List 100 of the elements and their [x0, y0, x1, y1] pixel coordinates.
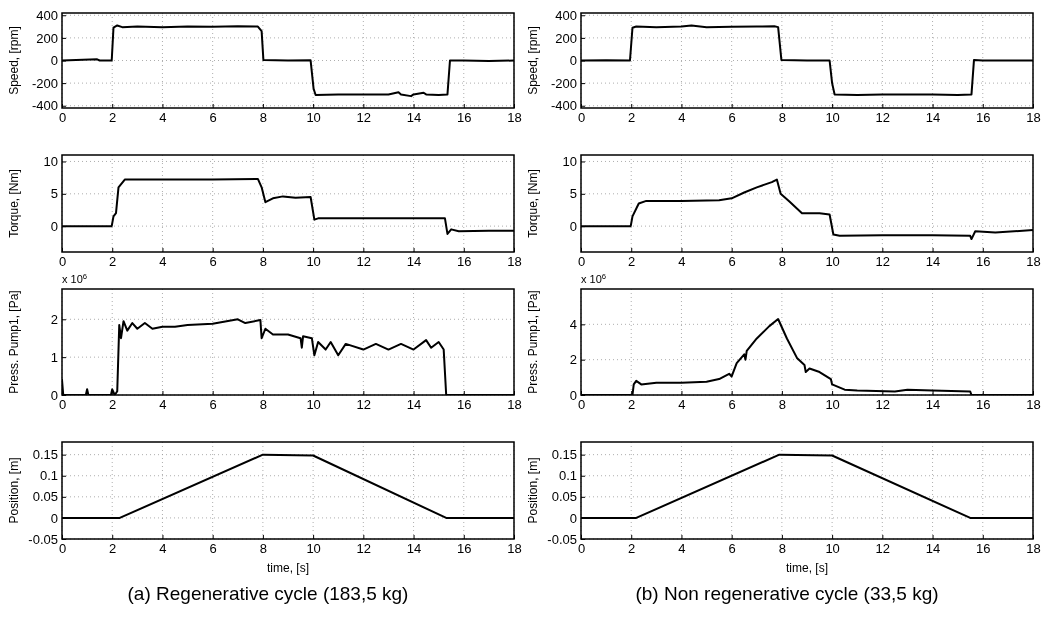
- x-tick-label: 6: [209, 397, 217, 413]
- x-tick-label: 14: [925, 541, 941, 557]
- x-tick-label: 4: [678, 254, 686, 270]
- x-tick-label: 18: [1026, 541, 1041, 557]
- x-tick-label: 4: [159, 254, 167, 270]
- y-axis-title: Press. Pump1, [Pa]: [526, 290, 540, 394]
- x-tick-label: 12: [356, 110, 372, 126]
- y-tick-label: -0.05: [28, 531, 58, 547]
- y-axis-title: Torque, [Nm]: [7, 169, 21, 238]
- x-tick-label: 2: [109, 397, 117, 413]
- x-tick-label: 2: [628, 110, 636, 126]
- y-tick-label: -200: [550, 75, 577, 91]
- y-axis-title: Position, [m]: [7, 457, 21, 524]
- y-axis-title: Torque, [Nm]: [526, 169, 540, 238]
- x-tick-label: 16: [457, 110, 472, 126]
- y-tick-label: 200: [36, 30, 58, 46]
- y-tick-label: 0.1: [558, 468, 577, 484]
- x-tick-label: 16: [457, 397, 472, 413]
- x-tick-label: 6: [209, 110, 217, 126]
- y-tick-label: 10: [562, 154, 577, 170]
- x-tick-label: 14: [406, 397, 422, 413]
- y-tick-label: 0.15: [32, 447, 58, 463]
- x-tick-label: 2: [109, 110, 117, 126]
- x-tick-label: 18: [1026, 254, 1041, 270]
- x-tick-label: 14: [406, 254, 422, 270]
- y-axis-title: Speed, [rpm]: [7, 26, 21, 95]
- x-tick-label: 12: [875, 110, 891, 126]
- text: x 10$^{6}$: [581, 271, 607, 285]
- x-tick-label: 8: [778, 397, 787, 413]
- x-tick-label: 18: [507, 541, 522, 557]
- x-tick-label: 16: [457, 541, 472, 557]
- y-tick-label: 1: [50, 349, 58, 365]
- y-tick-label: 10: [43, 154, 58, 170]
- y-tick-label: 0: [569, 387, 577, 403]
- y-tick-label: 0: [50, 53, 58, 69]
- y-tick-label: 200: [555, 30, 577, 46]
- y-tick-label: 0: [50, 218, 58, 234]
- x-tick-label: 4: [159, 397, 167, 413]
- y-tick-label: 2: [50, 311, 58, 327]
- y-tick-label: 4: [569, 316, 577, 332]
- x-tick-label: 10: [306, 397, 321, 413]
- x-tick-label: 6: [728, 110, 736, 126]
- x-tick-label: 6: [728, 397, 736, 413]
- x-tick-label: 8: [259, 254, 268, 270]
- x-tick-label: 4: [678, 110, 686, 126]
- x-tick-label: 8: [778, 254, 787, 270]
- x-tick-label: 8: [778, 110, 787, 126]
- x-tick-label: 8: [778, 541, 787, 557]
- y-tick-label: 5: [569, 186, 577, 202]
- y-tick-label: -200: [31, 75, 58, 91]
- x-tick-label: 16: [976, 110, 991, 126]
- x-tick-label: 18: [507, 397, 522, 413]
- x-tick-label: 12: [356, 541, 372, 557]
- y-tick-label: 0.05: [551, 489, 577, 505]
- y-tick-label: 0: [50, 510, 58, 526]
- x-tick-label: 10: [306, 110, 321, 126]
- x-tick-label: 8: [259, 110, 268, 126]
- y-tick-label: 0: [569, 510, 577, 526]
- x-tick-label: 10: [825, 541, 840, 557]
- x-tick-label: 8: [259, 397, 268, 413]
- y-tick-label: 400: [36, 7, 58, 23]
- y-tick-label: -400: [31, 98, 58, 114]
- x-tick-label: 4: [159, 110, 167, 126]
- x-tick-label: 10: [825, 254, 840, 270]
- x-tick-label: 8: [259, 541, 268, 557]
- y-tick-label: 0.15: [551, 447, 577, 463]
- x-tick-label: 12: [356, 397, 372, 413]
- x-tick-label: 12: [875, 541, 891, 557]
- y-axis-title: Press. Pump1, [Pa]: [7, 290, 21, 394]
- x-tick-label: 10: [825, 110, 840, 126]
- y-tick-label: 400: [555, 7, 577, 23]
- x-tick-label: 14: [925, 397, 941, 413]
- y-tick-label: -0.05: [547, 531, 577, 547]
- x-tick-label: 16: [457, 254, 472, 270]
- x-tick-label: 2: [109, 541, 117, 557]
- text: x 10$^{6}$: [62, 271, 88, 285]
- x-tick-label: 6: [728, 254, 736, 270]
- y-tick-label: 0: [50, 387, 58, 403]
- x-tick-label: 2: [109, 254, 117, 270]
- x-tick-label: 12: [875, 254, 891, 270]
- x-tick-label: 18: [1026, 397, 1041, 413]
- x-tick-label: 12: [356, 254, 372, 270]
- x-tick-label: 10: [825, 397, 840, 413]
- y-axis-title: Position, [m]: [526, 457, 540, 524]
- y-tick-label: 0.1: [39, 468, 58, 484]
- x-tick-label: 4: [678, 541, 686, 557]
- x-tick-label: 18: [1026, 110, 1041, 126]
- x-tick-label: 16: [976, 541, 991, 557]
- y-tick-label: 0: [569, 53, 577, 69]
- y-tick-label: 5: [50, 186, 58, 202]
- y-tick-label: 2: [569, 352, 577, 368]
- x-tick-label: 2: [628, 541, 636, 557]
- x-tick-label: 14: [406, 541, 422, 557]
- x-tick-label: 16: [976, 254, 991, 270]
- x-tick-label: 6: [209, 254, 217, 270]
- x-tick-label: 10: [306, 541, 321, 557]
- x-axis-title: time, [s]: [266, 561, 310, 575]
- y-tick-label: -400: [550, 98, 577, 114]
- x-tick-label: 4: [678, 397, 686, 413]
- text: (a) Regenerative cycle (183,5 kg): [127, 583, 409, 604]
